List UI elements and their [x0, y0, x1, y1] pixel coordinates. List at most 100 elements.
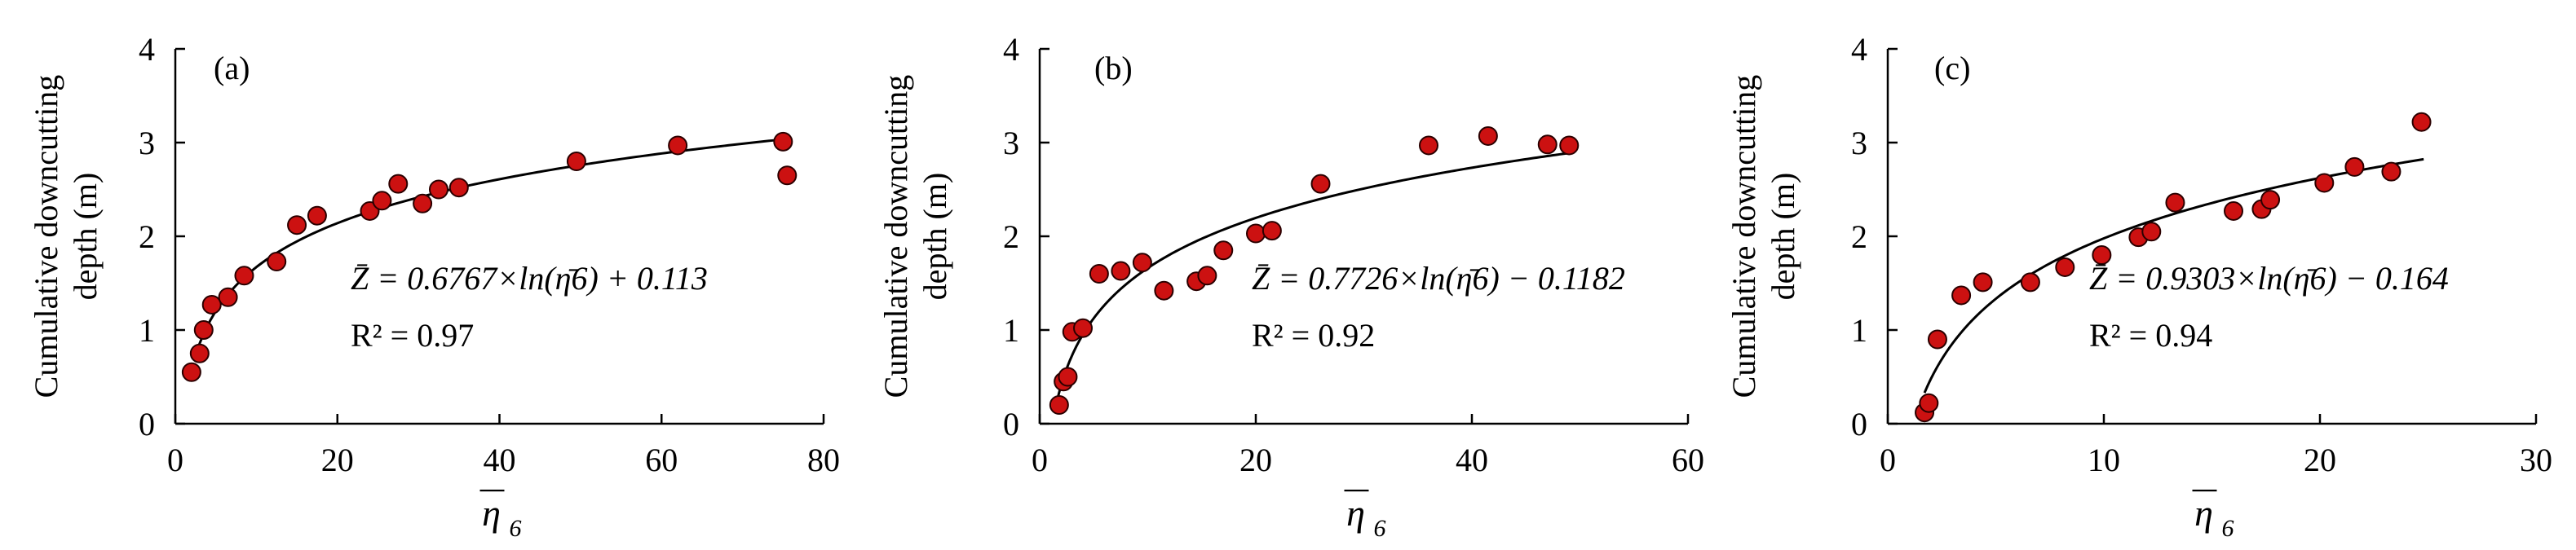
data-point — [777, 165, 798, 186]
y-tick-label: 4 — [1003, 31, 1019, 68]
panel-label: (c) — [1934, 50, 1970, 86]
data-point — [2344, 156, 2365, 177]
data-point — [2260, 190, 2281, 210]
x-tick-label: 20 — [321, 442, 354, 478]
data-point — [193, 320, 214, 340]
data-point — [388, 174, 409, 194]
y-tick-label: 2 — [1851, 218, 1867, 255]
data-point — [1049, 395, 1069, 415]
y-tick-label: 0 — [1003, 406, 1019, 442]
data-point — [1919, 393, 1939, 413]
x-tick-label: 0 — [1880, 442, 1896, 478]
data-point — [189, 343, 210, 363]
data-point — [2165, 192, 2185, 213]
x-axis-title-subscript: 6 — [2222, 515, 2234, 542]
data-point — [218, 287, 238, 307]
regression-equation: Z̄ = 0.7726×ln(η̄6) − 0.1182 — [1252, 260, 1625, 297]
data-point — [1261, 221, 1282, 241]
data-point — [201, 294, 222, 315]
x-tick-label: 40 — [1456, 442, 1488, 478]
data-point — [1111, 261, 1131, 281]
data-point — [2224, 200, 2243, 221]
data-point — [2314, 173, 2335, 193]
y-axis-title: Cumulative downcutting — [28, 75, 64, 398]
data-point — [773, 131, 793, 152]
regression-equation: Z̄ = 0.6767×ln(η̄6) + 0.113 — [351, 260, 708, 297]
y-tick-label: 3 — [139, 125, 155, 161]
x-tick-label: 20 — [2304, 442, 2336, 478]
data-point — [1927, 329, 1947, 350]
data-point — [1537, 134, 1558, 155]
x-tick-label: 80 — [807, 442, 840, 478]
y-tick-label: 1 — [1003, 312, 1019, 349]
x-axis-title-subscript: 6 — [510, 515, 522, 542]
data-point — [1310, 174, 1331, 194]
panel-label: (a) — [214, 50, 250, 86]
x-axis-title-symbol: η — [2194, 492, 2213, 534]
data-point — [1132, 253, 1152, 273]
x-axis-title-symbol: η — [482, 492, 501, 534]
y-tick-label: 3 — [1851, 125, 1867, 161]
data-point — [668, 135, 688, 156]
data-point — [1073, 318, 1093, 338]
y-tick-label: 4 — [139, 31, 155, 68]
y-tick-label: 0 — [139, 406, 155, 442]
data-point — [566, 152, 586, 171]
data-point — [2092, 245, 2112, 265]
data-point — [372, 191, 392, 211]
x-axis-title-symbol: η — [1346, 492, 1365, 534]
x-tick-label: 10 — [2088, 442, 2120, 478]
x-tick-label: 0 — [167, 442, 183, 478]
y-tick-label: 0 — [1851, 406, 1867, 442]
data-point — [234, 266, 254, 286]
data-point — [1478, 125, 1498, 146]
data-point — [413, 193, 433, 213]
data-point — [1089, 264, 1109, 284]
fit-curve — [194, 138, 784, 356]
chart-panel-c: 0 1 2 3 4 0 10 20 30 Cumulative downcutting depth … — [1725, 31, 2552, 542]
x-tick-label: 40 — [484, 442, 516, 478]
x-axis-title-subscript: 6 — [1374, 515, 1386, 542]
data-point — [1419, 135, 1438, 156]
data-point — [448, 178, 469, 198]
data-point — [2381, 161, 2401, 182]
panel-label: (b) — [1094, 50, 1133, 86]
data-point — [267, 252, 287, 272]
regression-equation: Z̄ = 0.9303×ln(η̄6) − 0.164 — [2089, 260, 2449, 297]
r-squared: R² = 0.97 — [351, 317, 474, 354]
data-point — [1197, 266, 1217, 286]
r-squared: R² = 0.94 — [2089, 317, 2212, 354]
y-axis-title: Cumulative downcutting — [877, 75, 914, 398]
data-point — [1058, 367, 1078, 387]
data-point — [2055, 257, 2075, 277]
y-tick-label: 1 — [1851, 312, 1867, 349]
x-tick-label: 60 — [645, 442, 678, 478]
r-squared: R² = 0.92 — [1252, 317, 1375, 354]
x-tick-label: 0 — [1032, 442, 1048, 478]
data-point — [307, 205, 327, 226]
y-axis-title: depth (m) — [917, 173, 953, 301]
x-tick-label: 20 — [1239, 442, 1272, 478]
data-point — [287, 215, 307, 235]
data-point — [1213, 240, 1234, 261]
y-axis-title: depth (m) — [67, 173, 104, 301]
data-point — [2141, 222, 2162, 242]
data-point — [2020, 272, 2040, 293]
y-tick-label: 2 — [139, 218, 155, 255]
data-point — [181, 362, 201, 382]
data-point — [1951, 285, 1972, 306]
y-tick-label: 3 — [1003, 125, 1019, 161]
data-point — [1246, 223, 1266, 244]
y-axis-title: Cumulative downcutting — [1725, 75, 1762, 398]
x-tick-label: 60 — [1672, 442, 1704, 478]
y-tick-label: 1 — [139, 312, 155, 349]
y-axis-title: depth (m) — [1765, 173, 1801, 301]
y-tick-label: 2 — [1003, 218, 1019, 255]
fit-curve — [1923, 157, 2424, 394]
x-tick-label: 30 — [2520, 442, 2552, 478]
